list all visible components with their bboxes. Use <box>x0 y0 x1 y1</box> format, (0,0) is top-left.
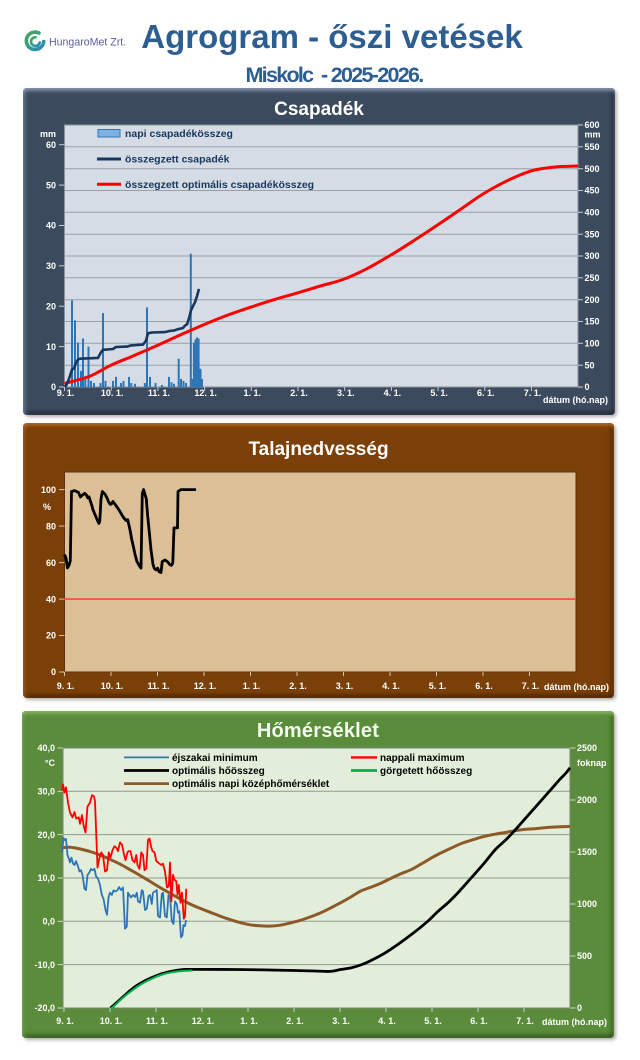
svg-text:5. 1.: 5. 1. <box>424 1016 442 1026</box>
svg-text:7. 1.: 7. 1. <box>516 1016 534 1026</box>
svg-text:foknap: foknap <box>577 758 607 768</box>
svg-text:összegzett csapadék: összegzett csapadék <box>125 154 230 166</box>
svg-text:mm: mm <box>585 130 601 140</box>
svg-text:9. 1.: 9. 1. <box>57 681 75 691</box>
svg-text:3. 1.: 3. 1. <box>332 1016 350 1026</box>
svg-text:%: % <box>43 502 51 512</box>
svg-text:550: 550 <box>585 142 600 152</box>
svg-text:1000: 1000 <box>577 899 597 909</box>
svg-text:500: 500 <box>577 951 592 961</box>
svg-text:10. 1.: 10. 1. <box>101 388 124 398</box>
svg-text:7. 1.: 7. 1. <box>522 681 540 691</box>
svg-text:3. 1.: 3. 1. <box>336 681 354 691</box>
svg-text:3. 1.: 3. 1. <box>337 388 355 398</box>
svg-text:100: 100 <box>585 339 600 349</box>
svg-text:400: 400 <box>585 208 600 218</box>
svg-text:9. 1.: 9. 1. <box>56 1016 74 1026</box>
svg-text:2. 1.: 2. 1. <box>286 1016 304 1026</box>
svg-text:11. 1.: 11. 1. <box>147 681 169 691</box>
svg-text:6. 1.: 6. 1. <box>475 681 493 691</box>
svg-text:500: 500 <box>585 164 600 174</box>
svg-text:1. 1.: 1. 1. <box>240 1016 258 1026</box>
svg-text:600: 600 <box>585 120 600 130</box>
svg-text:350: 350 <box>585 229 600 239</box>
svg-text:60: 60 <box>46 140 56 150</box>
svg-text:50: 50 <box>585 360 595 370</box>
svg-text:2000: 2000 <box>577 795 597 805</box>
svg-text:5. 1.: 5. 1. <box>429 681 447 691</box>
svg-text:°C: °C <box>45 758 56 768</box>
svg-text:30,0: 30,0 <box>37 787 55 797</box>
svg-text:0: 0 <box>585 382 590 392</box>
svg-text:optimális napi középhőmérsékle: optimális napi középhőmérséklet <box>172 779 330 790</box>
svg-text:2. 1.: 2. 1. <box>290 388 308 398</box>
svg-text:napi csapadékösszeg: napi csapadékösszeg <box>125 128 233 140</box>
svg-text:12. 1.: 12. 1. <box>194 388 217 398</box>
svg-text:150: 150 <box>585 317 600 327</box>
svg-text:40: 40 <box>46 594 56 604</box>
svg-text:80: 80 <box>46 521 56 531</box>
svg-text:5. 1.: 5. 1. <box>430 388 448 398</box>
svg-text:dátum (hó.nap): dátum (hó.nap) <box>543 395 608 405</box>
svg-text:0,0: 0,0 <box>42 917 55 927</box>
svg-text:2. 1.: 2. 1. <box>289 681 307 691</box>
svg-text:1. 1.: 1. 1. <box>244 388 262 398</box>
svg-text:6. 1.: 6. 1. <box>470 1016 488 1026</box>
svg-text:40,0: 40,0 <box>37 743 55 753</box>
svg-text:nappali maximum: nappali maximum <box>380 753 465 764</box>
svg-text:12. 1.: 12. 1. <box>194 681 217 691</box>
svg-text:20,0: 20,0 <box>37 830 55 840</box>
svg-text:10: 10 <box>46 342 56 352</box>
svg-text:mm: mm <box>40 129 56 139</box>
svg-text:0: 0 <box>51 667 56 677</box>
svg-text:dátum (hó.nap): dátum (hó.nap) <box>544 682 609 692</box>
svg-text:görgetett hőösszeg: görgetett hőösszeg <box>380 766 472 777</box>
svg-text:50: 50 <box>46 180 56 190</box>
svg-text:4. 1.: 4. 1. <box>384 388 402 398</box>
svg-text:4. 1.: 4. 1. <box>378 1016 396 1026</box>
svg-text:0: 0 <box>577 1003 582 1013</box>
svg-text:-10,0: -10,0 <box>34 960 55 970</box>
svg-text:éjszakai minimum: éjszakai minimum <box>172 753 258 764</box>
svg-text:11. 1.: 11. 1. <box>146 1016 168 1026</box>
svg-text:40: 40 <box>46 221 56 231</box>
svg-text:4. 1.: 4. 1. <box>382 681 400 691</box>
svg-text:10. 1.: 10. 1. <box>100 1016 123 1026</box>
svg-text:10,0: 10,0 <box>37 873 55 883</box>
svg-text:20: 20 <box>46 301 56 311</box>
svg-text:20: 20 <box>46 631 56 641</box>
svg-text:2500: 2500 <box>577 743 597 753</box>
svg-text:100: 100 <box>41 485 56 495</box>
svg-text:HungaroMet Zrt.: HungaroMet Zrt. <box>49 37 126 49</box>
svg-text:250: 250 <box>585 273 600 283</box>
svg-text:7. 1.: 7. 1. <box>524 388 542 398</box>
svg-text:1. 1.: 1. 1. <box>243 681 261 691</box>
svg-text:0: 0 <box>51 382 56 392</box>
svg-text:összegzett optimális csapadékö: összegzett optimális csapadékösszeg <box>125 179 314 191</box>
svg-text:450: 450 <box>585 186 600 196</box>
svg-text:dátum (hó.nap): dátum (hó.nap) <box>542 1017 607 1027</box>
svg-text:9. 1.: 9. 1. <box>57 388 75 398</box>
svg-text:optimális hőösszeg: optimális hőösszeg <box>172 766 265 777</box>
svg-text:10. 1.: 10. 1. <box>101 681 124 691</box>
svg-text:12. 1.: 12. 1. <box>192 1016 215 1026</box>
svg-text:1500: 1500 <box>577 847 597 857</box>
svg-text:11. 1.: 11. 1. <box>148 388 170 398</box>
svg-text:-20,0: -20,0 <box>34 1003 55 1013</box>
svg-text:60: 60 <box>46 558 56 568</box>
svg-text:200: 200 <box>585 295 600 305</box>
svg-text:30: 30 <box>46 261 56 271</box>
svg-text:300: 300 <box>585 251 600 261</box>
svg-text:6. 1.: 6. 1. <box>477 388 495 398</box>
